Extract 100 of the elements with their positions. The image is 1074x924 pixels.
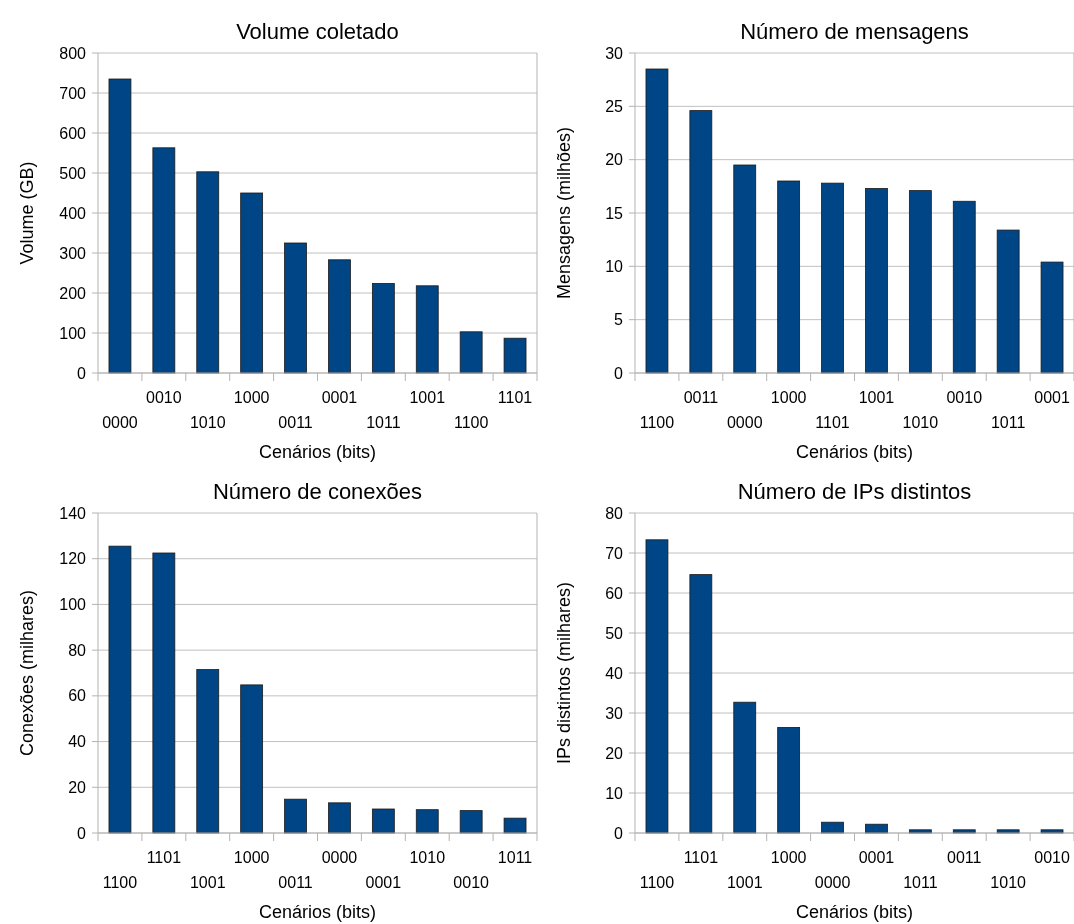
bar — [821, 182, 844, 374]
bar — [996, 229, 1020, 374]
x-tick-label: 1001 — [858, 389, 895, 406]
x-tick-label: 1010 — [902, 414, 939, 431]
y-axis-title: Volume (GB) — [17, 161, 37, 265]
bar — [733, 701, 757, 834]
bar — [645, 68, 669, 374]
y-tick-label: 500 — [59, 164, 87, 182]
y-tick-label: 700 — [59, 84, 87, 102]
x-tick-label: 0000 — [102, 414, 138, 431]
x-tick-label: 1010 — [990, 874, 1027, 891]
x-tick-label: 0011 — [683, 389, 719, 406]
bar — [240, 192, 264, 374]
x-tick-label: 1101 — [146, 849, 182, 866]
y-axis-title: IPs distintos (milhares) — [554, 581, 574, 765]
x-tick-label: 1011 — [497, 849, 533, 866]
y-tick-label: 800 — [59, 44, 87, 62]
x-tick-label: 0001 — [1034, 389, 1070, 406]
y-tick-label: 25 — [605, 97, 624, 115]
x-tick-label: 1010 — [189, 414, 226, 431]
bar — [284, 798, 307, 834]
y-tick-label: 120 — [59, 550, 87, 568]
y-axis-title: Conexões (milhares) — [17, 589, 37, 757]
x-tick-label: 0010 — [146, 389, 182, 406]
x-tick-label: 0010 — [1034, 849, 1070, 866]
x-tick-label: 0011 — [947, 849, 982, 866]
x-axis-title: Cenários (bits) — [795, 902, 914, 922]
y-tick-label: 0 — [614, 824, 624, 842]
x-tick-label: 0000 — [726, 414, 763, 431]
x-tick-label: 0011 — [278, 874, 313, 891]
chart-title: Número de conexões — [212, 479, 423, 504]
x-tick-label: 1100 — [639, 874, 675, 891]
x-tick-label: 1101 — [497, 389, 533, 406]
x-axis-title: Cenários (bits) — [258, 442, 377, 462]
chart-title: Volume coletado — [236, 19, 399, 44]
x-tick-label: 1101 — [683, 849, 719, 866]
x-tick-label: 1101 — [815, 414, 850, 431]
y-tick-label: 10 — [605, 257, 624, 275]
y-tick-label: 80 — [68, 641, 87, 659]
bar — [689, 574, 713, 834]
x-axis-title: Cenários (bits) — [795, 442, 914, 462]
y-tick-label: 100 — [59, 324, 87, 342]
bar — [415, 285, 439, 374]
bar — [328, 802, 351, 834]
y-tick-label: 300 — [59, 244, 87, 262]
x-axis-title: Cenários (bits) — [258, 902, 377, 922]
x-tick-label: 1000 — [233, 389, 270, 406]
bar — [645, 539, 669, 834]
bar — [196, 171, 220, 374]
x-tick-label: 0000 — [321, 849, 358, 866]
bar — [1040, 261, 1064, 374]
y-tick-label: 0 — [77, 824, 87, 842]
x-tick-label: 1000 — [233, 849, 270, 866]
bar — [152, 147, 176, 374]
x-tick-label: 1010 — [409, 849, 446, 866]
x-tick-label: 1011 — [903, 874, 938, 891]
bar — [108, 78, 132, 374]
y-tick-label: 0 — [77, 364, 87, 382]
x-tick-label: 0000 — [814, 874, 851, 891]
x-tick-label: 0011 — [278, 414, 313, 431]
y-tick-label: 600 — [59, 124, 87, 142]
bar — [952, 200, 976, 374]
x-tick-label: 1011 — [990, 414, 1026, 431]
x-tick-label: 1100 — [453, 414, 489, 431]
bar — [152, 552, 176, 834]
bar — [777, 727, 801, 834]
y-tick-label: 60 — [68, 687, 87, 705]
y-tick-label: 30 — [605, 704, 624, 722]
bar — [328, 259, 351, 374]
y-tick-label: 40 — [605, 664, 624, 682]
bar — [459, 810, 483, 834]
y-tick-label: 60 — [605, 584, 624, 602]
y-tick-label: 10 — [605, 784, 624, 802]
bar — [284, 242, 307, 374]
x-tick-label: 0010 — [946, 389, 983, 406]
y-tick-label: 30 — [605, 44, 624, 62]
y-tick-label: 20 — [68, 778, 87, 796]
x-tick-label: 1001 — [189, 874, 226, 891]
x-tick-label: 1100 — [102, 874, 138, 891]
chart-title: Número de IPs distintos — [737, 479, 972, 504]
bar — [240, 684, 264, 834]
bar — [196, 669, 220, 834]
x-tick-label: 0001 — [858, 849, 895, 866]
bar — [371, 283, 395, 374]
y-tick-label: 15 — [605, 204, 624, 222]
y-tick-label: 0 — [614, 364, 624, 382]
bar — [503, 817, 527, 834]
y-tick-label: 200 — [59, 284, 87, 302]
y-tick-label: 140 — [59, 504, 87, 522]
y-tick-label: 50 — [605, 624, 624, 642]
x-tick-label: 1000 — [770, 849, 807, 866]
y-tick-label: 20 — [605, 151, 624, 169]
bar — [865, 188, 888, 374]
y-axis-title: Mensagens (milhões) — [554, 126, 574, 300]
x-tick-label: 0010 — [453, 874, 490, 891]
x-tick-label: 1011 — [366, 414, 401, 431]
x-tick-label: 1001 — [726, 874, 763, 891]
bar — [503, 337, 527, 374]
y-tick-label: 80 — [605, 504, 624, 522]
y-tick-label: 400 — [59, 204, 87, 222]
